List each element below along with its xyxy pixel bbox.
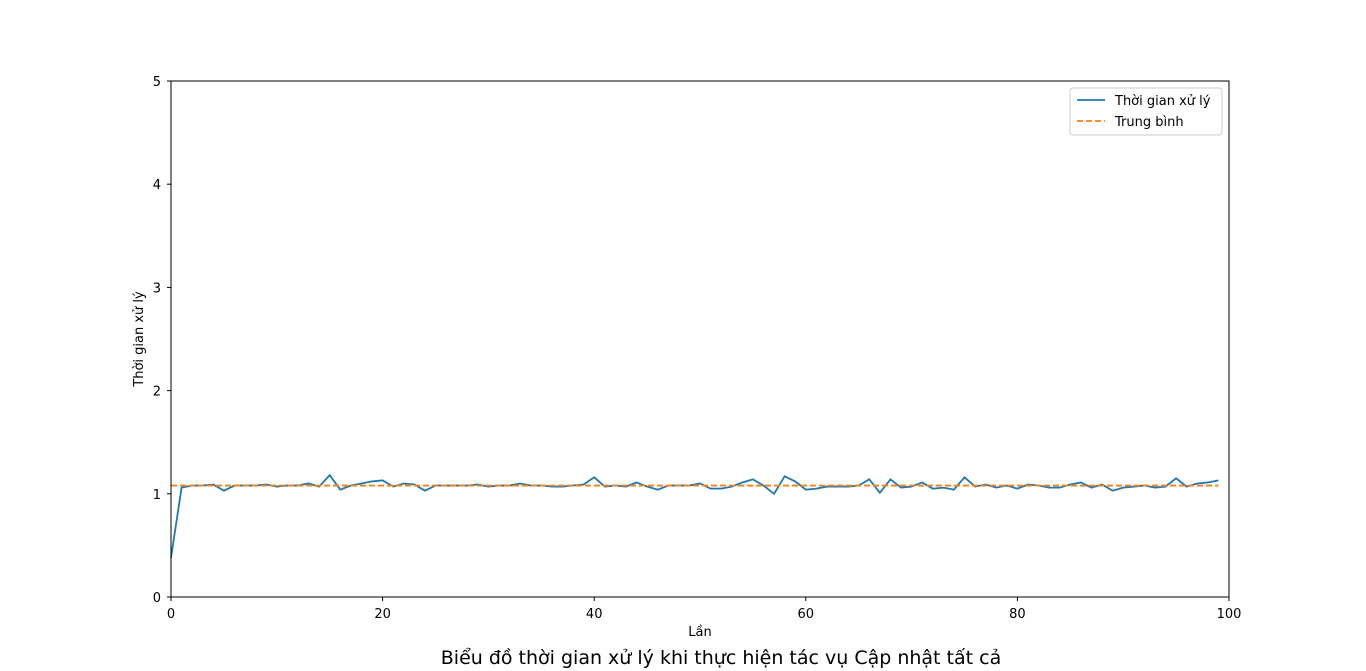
y-tick-label: 2 [153,385,161,400]
x-axis: 0 20 40 60 80 100 [167,597,1242,622]
y-tick-label: 5 [153,75,161,90]
x-tick-label: 20 [374,607,391,622]
y-axis-label: Thời gian xử lý [132,291,147,388]
x-tick-label: 80 [1009,607,1026,622]
y-tick-label: 4 [153,178,161,193]
y-tick-label: 1 [153,488,161,503]
x-tick-label: 40 [586,607,603,622]
legend-label-mean: Trung bình [1114,115,1184,130]
series-line-processing-time [170,473,1219,558]
x-tick-label: 100 [1217,607,1242,622]
x-tick-label: 0 [167,607,175,622]
plot-area-frame [170,80,1230,598]
x-axis-label: Lần [688,625,711,640]
legend-label-series: Thời gian xử lý [1114,94,1211,109]
y-tick-label: 0 [153,591,161,606]
chart-title: Biểu đồ thời gian xử lý khi thực hiện tá… [441,647,1001,669]
legend: Thời gian xử lý Trung bình [1069,87,1223,136]
y-tick-label: 3 [153,281,161,296]
series-layer [170,473,1219,558]
legend-box [1069,87,1223,136]
x-tick-label: 60 [798,607,815,622]
y-axis: 0 1 2 3 4 5 [153,75,171,606]
